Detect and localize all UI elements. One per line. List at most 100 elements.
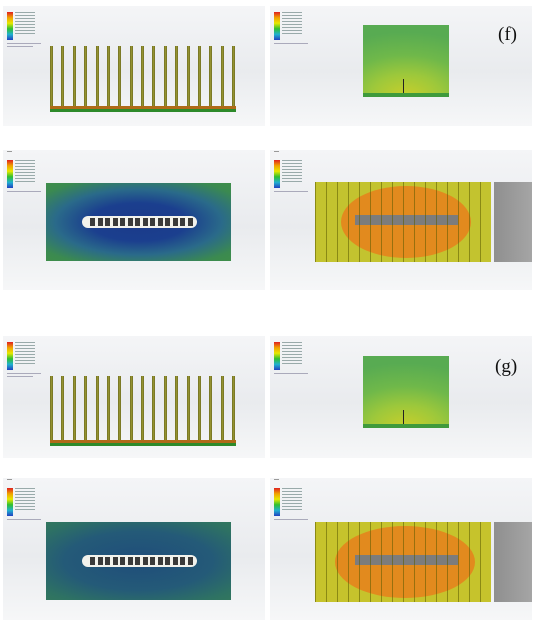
legend-caption — [274, 191, 308, 192]
slot-row — [82, 555, 197, 567]
fin — [118, 46, 121, 106]
slot — [135, 218, 140, 226]
fin — [107, 376, 110, 440]
fin — [198, 376, 201, 440]
fin — [164, 376, 167, 440]
panel-tag — [7, 479, 12, 480]
slot — [105, 218, 110, 226]
fin — [130, 46, 133, 106]
slot — [135, 557, 140, 565]
legend-caption — [274, 373, 308, 374]
slot — [120, 557, 125, 565]
colorbar-legend-icon — [7, 12, 13, 40]
heat-distribution-plot — [315, 522, 491, 602]
colorbar-ticks — [282, 12, 302, 36]
fin — [164, 46, 167, 106]
slot — [158, 557, 163, 565]
axis-triad-icon — [403, 79, 404, 93]
panel-g-plate-top — [3, 478, 265, 620]
slot — [98, 218, 103, 226]
legend-caption — [7, 376, 33, 377]
slot — [165, 218, 170, 226]
heat-distribution-plot — [315, 182, 491, 262]
flow-field-plot — [363, 356, 449, 428]
slot — [188, 557, 193, 565]
fin — [141, 376, 144, 440]
fin — [118, 376, 121, 440]
flow-base — [363, 93, 449, 97]
panel-f-flow-side: (f) — [270, 6, 532, 126]
colorbar-legend-icon — [7, 160, 13, 188]
heat-sink-fins — [50, 376, 236, 446]
fin — [209, 46, 212, 106]
colorbar-ticks — [15, 160, 35, 184]
colorbar-legend-icon — [274, 12, 280, 40]
slot-row — [82, 216, 197, 228]
fin — [187, 376, 190, 440]
fin — [96, 376, 99, 440]
panel-f-heatmap-top — [270, 150, 532, 290]
fin-base — [50, 440, 236, 443]
legend-caption — [7, 43, 41, 44]
slot — [165, 557, 170, 565]
fin — [209, 376, 212, 440]
slot — [173, 557, 178, 565]
fin — [187, 46, 190, 106]
fin — [130, 376, 133, 440]
colorbar-legend-icon — [7, 342, 13, 370]
fin-stripes — [315, 522, 491, 602]
fin — [198, 46, 201, 106]
legend-caption — [274, 519, 308, 520]
colorbar-ticks — [15, 12, 35, 36]
ground-strip — [50, 109, 236, 112]
fin — [141, 46, 144, 106]
fin-base — [50, 106, 236, 109]
fin — [152, 376, 155, 440]
panel-g-fins-side — [3, 336, 265, 458]
panel-tag — [274, 479, 279, 480]
fin — [84, 46, 87, 106]
fin — [73, 376, 76, 440]
colorbar-legend-icon — [274, 342, 280, 370]
slot — [143, 218, 148, 226]
panel-g-heatmap-top — [270, 478, 532, 620]
panel-g-flow-side: (g) — [270, 336, 532, 458]
colorbar-legend-icon — [274, 488, 280, 516]
fin — [232, 376, 235, 440]
flow-base — [363, 424, 449, 428]
fin — [221, 376, 224, 440]
slot — [143, 557, 148, 565]
slot — [158, 218, 163, 226]
slot — [113, 557, 118, 565]
fin — [50, 46, 53, 106]
grey-region — [494, 522, 532, 602]
slot — [105, 557, 110, 565]
legend-caption — [7, 46, 33, 47]
slot — [128, 218, 133, 226]
colorbar-ticks — [15, 342, 35, 366]
heat-sink-fins — [50, 46, 236, 112]
label-f: (f) — [498, 24, 517, 45]
fin-stripes — [315, 182, 491, 262]
panel-f-plate-top — [3, 150, 265, 290]
fin — [50, 376, 53, 440]
slot — [120, 218, 125, 226]
fin — [61, 376, 64, 440]
colorbar-ticks — [15, 488, 35, 512]
fin — [107, 46, 110, 106]
fin — [84, 376, 87, 440]
temperature-plate — [46, 522, 231, 600]
slot — [188, 218, 193, 226]
colorbar-ticks — [282, 160, 302, 184]
fin — [96, 46, 99, 106]
slot — [98, 557, 103, 565]
colorbar-legend-icon — [7, 488, 13, 516]
legend-caption — [7, 191, 41, 192]
fin — [73, 46, 76, 106]
axis-triad-icon — [403, 410, 404, 424]
colorbar-ticks — [282, 488, 302, 512]
legend-caption — [7, 519, 41, 520]
colorbar-ticks — [282, 342, 302, 366]
ground-strip — [50, 443, 236, 446]
temperature-plate — [46, 183, 231, 261]
